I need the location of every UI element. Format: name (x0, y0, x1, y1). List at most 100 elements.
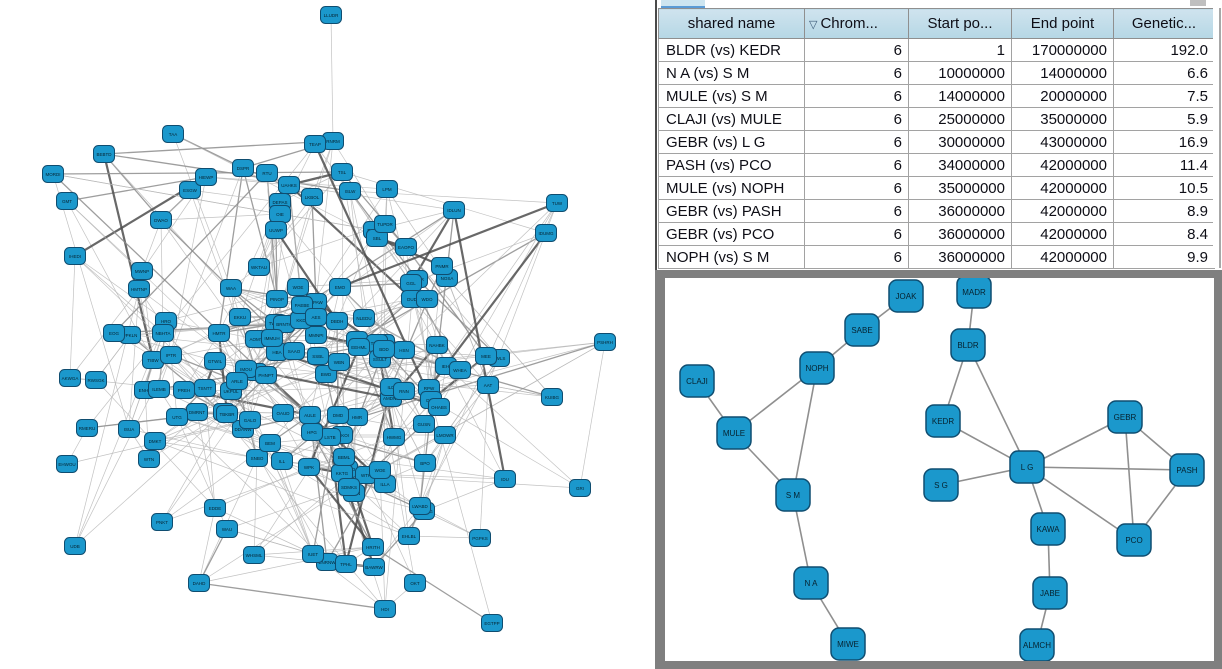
network-node[interactable]: PHNPT (255, 366, 277, 384)
network-node-madr[interactable]: MADR (956, 278, 992, 309)
network-node[interactable]: IMMUH (261, 329, 283, 347)
network-node[interactable]: NLEDU (353, 309, 375, 327)
network-node[interactable]: LPM (376, 180, 398, 198)
network-node[interactable]: AAT (477, 376, 499, 394)
network-node[interactable]: OAUD (272, 404, 294, 422)
network-node[interactable]: HIEWP (195, 168, 217, 186)
network-node[interactable]: OHABS (428, 398, 450, 416)
network-node[interactable]: BRNTH (273, 315, 295, 333)
network-node[interactable]: WHEA (449, 361, 471, 379)
network-node[interactable]: LMOWR (434, 426, 456, 444)
network-node[interactable]: OIE (269, 205, 291, 223)
network-node[interactable]: TSNTT (194, 379, 216, 397)
table-row[interactable]: MULE (vs) S M 6 14000000 20000000 7.5 (658, 84, 1215, 108)
network-node[interactable]: EGTPP (481, 614, 503, 632)
network-node[interactable]: UDB (64, 537, 86, 555)
network-node[interactable]: EOG (103, 324, 125, 342)
network-node[interactable]: UTG (166, 408, 188, 426)
network-node[interactable]: SNBO (246, 449, 268, 467)
table-row[interactable]: GEBR (vs) PCO 6 36000000 42000000 8.4 (658, 222, 1215, 246)
network-node[interactable]: NBHTA (152, 324, 174, 342)
table-row[interactable]: CLAJI (vs) MULE 6 25000000 35000000 5.9 (658, 107, 1215, 131)
network-node-s-m[interactable]: S M (775, 478, 811, 512)
table-row[interactable]: NOPH (vs) S M 6 36000000 42000000 9.9 (658, 245, 1215, 269)
network-node-jabe[interactable]: JABE (1032, 576, 1068, 610)
network-node[interactable]: LKBOL (301, 188, 323, 206)
network-node[interactable]: SDMKS (338, 478, 360, 496)
table-row[interactable]: MULE (vs) NOPH 6 35000000 42000000 10.5 (658, 176, 1215, 200)
network-node[interactable]: BDD (373, 340, 395, 358)
network-node[interactable]: KUIBG (541, 388, 563, 406)
network-node[interactable]: TUPDR (374, 215, 396, 233)
network-node[interactable]: DSPR (232, 159, 254, 177)
network-node[interactable]: TSL (331, 163, 353, 181)
network-node-miwe[interactable]: MIWE (830, 627, 866, 661)
network-node-pash[interactable]: PASH (1169, 453, 1205, 487)
network-node[interactable]: ILL (271, 452, 293, 470)
network-node[interactable]: AKWGA (59, 369, 81, 387)
network-node[interactable]: HRITH (362, 538, 384, 556)
network-node[interactable]: RWSGK (85, 371, 107, 389)
network-node[interactable]: NAHBK (426, 336, 448, 354)
network-node[interactable]: SAAO (283, 342, 305, 360)
network-node[interactable]: SBL (366, 229, 388, 247)
network-node[interactable]: TAA (162, 125, 184, 143)
network-node[interactable]: WAA (220, 279, 242, 297)
network-node[interactable]: GRI (569, 479, 591, 497)
network-node[interactable]: BBML (333, 448, 355, 466)
table-row[interactable]: N A (vs) S M 6 10000000 14000000 6.6 (658, 61, 1215, 85)
network-node[interactable]: ESGW (179, 181, 201, 199)
network-node[interactable]: EDDE (204, 499, 226, 517)
network-node[interactable]: HSN (393, 341, 415, 359)
network-node[interactable]: IDUMG (535, 224, 557, 242)
network-node[interactable]: IDU (494, 470, 516, 488)
network-node-mule[interactable]: MULE (716, 416, 752, 450)
network-node[interactable]: BAWRW (363, 558, 385, 576)
network-node[interactable]: RNN (393, 382, 415, 400)
network-node[interactable]: WDO (416, 290, 438, 308)
hscroll-end-cap[interactable] (1190, 0, 1206, 6)
network-node[interactable]: TBKBR (216, 405, 238, 423)
table-row[interactable]: BLDR (vs) KEDR 6 1 170000000 192.0 (658, 38, 1215, 62)
network-node[interactable]: MMNPI (305, 326, 327, 344)
network-node[interactable]: WBN (328, 353, 350, 371)
network-node[interactable]: RNRM (322, 132, 344, 150)
network-node[interactable]: LWABD (409, 497, 431, 515)
column-header-shared-name[interactable]: shared name (658, 8, 805, 39)
table-vscrollbar-track[interactable] (1213, 8, 1221, 268)
network-node[interactable]: HPG (301, 423, 323, 441)
network-node[interactable]: WPK (298, 458, 320, 476)
network-node[interactable]: WOE (287, 278, 309, 296)
network-node[interactable]: HMTNP (128, 280, 150, 298)
network-node[interactable]: WOE (369, 461, 391, 479)
network-node[interactable]: PINOP (266, 290, 288, 308)
network-node[interactable]: HDI (374, 600, 396, 618)
network-node[interactable]: EAOPO (395, 238, 417, 256)
network-node[interactable]: IDLUN (443, 201, 465, 219)
network-node[interactable]: ISLW (339, 182, 361, 200)
network-node[interactable]: TUW (546, 194, 568, 212)
network-node[interactable]: AES (305, 308, 327, 326)
hscroll-thumb[interactable] (661, 0, 705, 8)
network-node[interactable]: GGL (400, 274, 422, 292)
network-node[interactable]: GUSN (413, 415, 435, 433)
network-node[interactable]: IHEDI (64, 247, 86, 265)
network-node[interactable]: UUWP (265, 221, 287, 239)
column-header-genetic[interactable]: Genetic... (1113, 8, 1215, 39)
network-node[interactable]: MWNP (131, 262, 153, 280)
network-node[interactable]: DWAO (150, 211, 172, 229)
network-node[interactable]: IUET (302, 545, 324, 563)
network-node[interactable]: IPTR (160, 346, 182, 364)
network-node[interactable]: BEBTD (93, 145, 115, 163)
network-node[interactable]: DMKT (144, 432, 166, 450)
network-node[interactable]: DAHD (188, 574, 210, 592)
network-node-kawa[interactable]: KAWA (1030, 512, 1066, 546)
network-node[interactable]: PNKT (151, 513, 173, 531)
table-row[interactable]: GEBR (vs) PASH 6 36000000 42000000 8.9 (658, 199, 1215, 223)
network-node[interactable]: DBDH (326, 312, 348, 330)
network-node[interactable]: MORDI (42, 165, 64, 183)
network-node-bldr[interactable]: BLDR (950, 328, 986, 362)
network-node[interactable]: ARLE (226, 372, 248, 390)
network-node-s-g[interactable]: S G (923, 468, 959, 502)
network-node[interactable]: LLUDR (320, 6, 342, 24)
